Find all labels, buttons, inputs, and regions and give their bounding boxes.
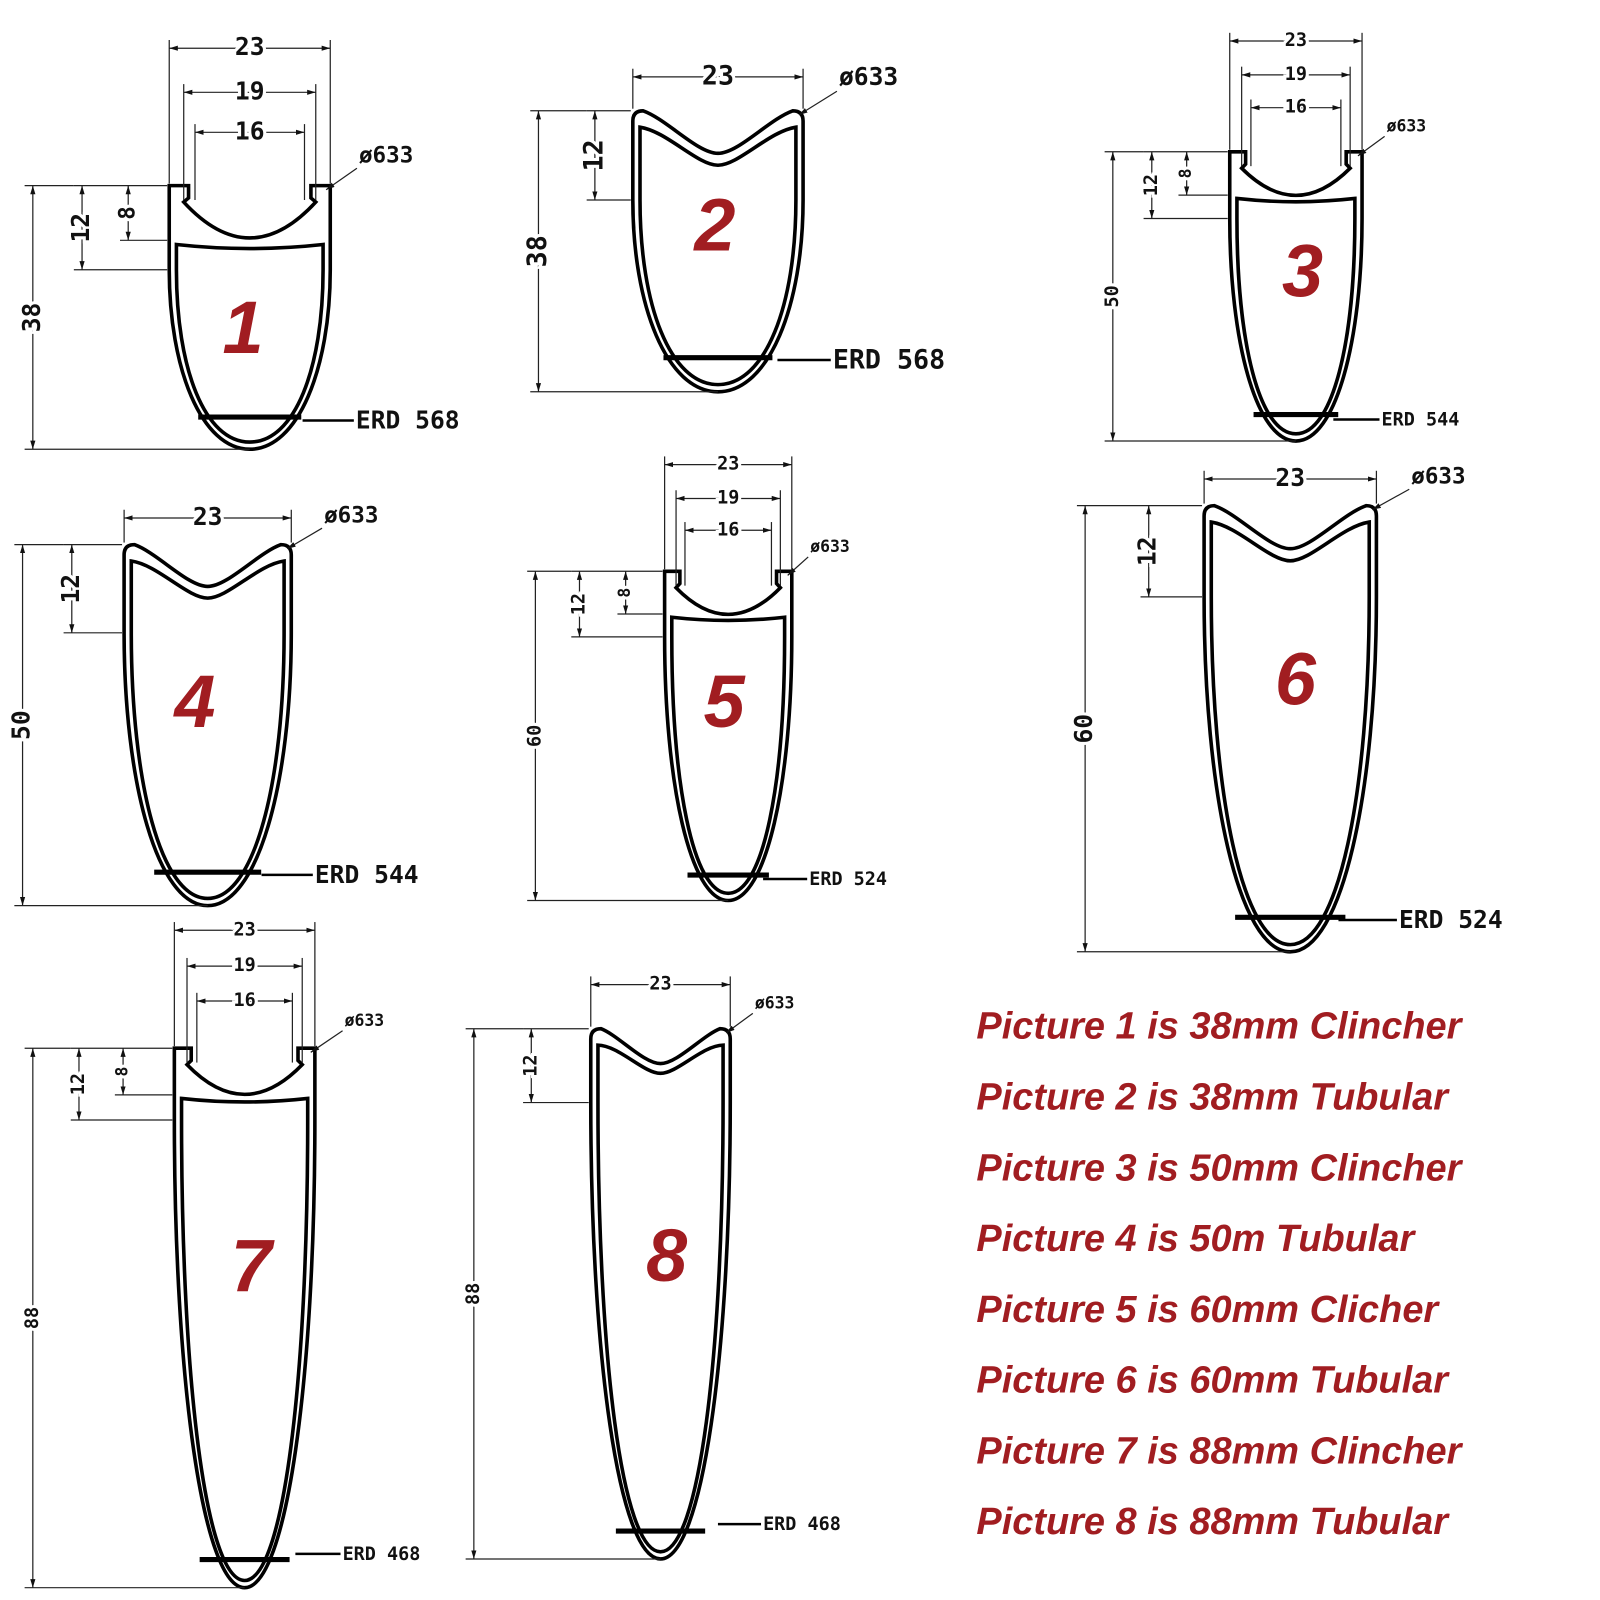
rim-number: 8 xyxy=(646,1214,687,1297)
erd-label: ERD 468 xyxy=(343,1544,421,1565)
dimension-label: 12 xyxy=(68,1073,89,1095)
rim-inner-outline xyxy=(179,1096,310,1583)
rim-outline xyxy=(1227,150,1364,443)
dimension-label: 16 xyxy=(233,990,255,1011)
leader-line xyxy=(286,527,323,550)
diameter-label: ø633 xyxy=(1411,463,1465,489)
leader-line xyxy=(787,556,809,576)
dimension-label: 23 xyxy=(1275,463,1305,492)
caption: Picture 2 is 38mm Tubular xyxy=(976,1077,1450,1119)
erd-label: ERD 524 xyxy=(1399,905,1503,934)
diameter-label: ø633 xyxy=(324,502,378,528)
dimension-label: 12 xyxy=(578,139,609,171)
rim-inner-outline xyxy=(174,242,325,444)
leader-line xyxy=(1372,488,1410,511)
dimension-label: 12 xyxy=(56,574,85,604)
rim-inner-outline xyxy=(638,125,798,387)
caption: Picture 1 is 38mm Clincher xyxy=(976,1006,1463,1048)
dimension-label: 38 xyxy=(522,235,553,267)
dimension-label: 38 xyxy=(17,303,46,333)
rim-outline xyxy=(172,1046,317,1590)
rim-number: 2 xyxy=(692,183,735,266)
erd-label: ERD 524 xyxy=(809,869,887,890)
dimension-label: 12 xyxy=(1133,536,1162,566)
dimension-label: 50 xyxy=(1102,285,1123,307)
dimension-label: 88 xyxy=(463,1283,484,1305)
rim-number: 4 xyxy=(172,660,215,743)
dimension-label: 60 xyxy=(524,725,545,747)
rim-number: 3 xyxy=(1282,229,1323,312)
erd-label: ERD 468 xyxy=(763,1514,841,1535)
rim-outline xyxy=(1202,503,1379,954)
dimension-label: 23 xyxy=(649,974,671,995)
rim-outline xyxy=(588,1026,733,1561)
diameter-label: ø633 xyxy=(755,994,795,1013)
dimension-label: 19 xyxy=(1285,64,1307,85)
rim-inner-outline xyxy=(1235,196,1357,436)
leader-line xyxy=(325,167,358,191)
dimension-label: 16 xyxy=(1285,97,1307,118)
dimension-label: 23 xyxy=(717,454,739,475)
rim-number: 7 xyxy=(231,1224,275,1307)
diameter-label: ø633 xyxy=(810,537,850,556)
dimension-label: 23 xyxy=(702,60,734,91)
dimension-label: 8 xyxy=(1176,169,1195,179)
erd-label: ERD 544 xyxy=(1382,410,1460,431)
rim-outline xyxy=(631,108,805,394)
caption: Picture 4 is 50m Tubular xyxy=(976,1218,1416,1260)
dimension-label: 23 xyxy=(235,32,265,61)
rim-inner-outline xyxy=(669,615,787,896)
caption: Picture 3 is 50mm Clincher xyxy=(976,1147,1463,1189)
rim-outline xyxy=(662,569,794,903)
diameter-label: ø633 xyxy=(1387,117,1427,136)
erd-label: ERD 544 xyxy=(315,860,419,889)
rim-outline xyxy=(167,183,333,452)
rim-outline xyxy=(122,542,294,908)
erd-label: ERD 568 xyxy=(833,345,945,376)
dimension-label: 8 xyxy=(115,206,141,220)
dimension-label: 50 xyxy=(7,710,36,740)
rim-inner-outline xyxy=(129,558,286,901)
diameter-label: ø633 xyxy=(345,1011,385,1030)
diameter-label: ø633 xyxy=(359,142,413,168)
dimension-label: 16 xyxy=(717,519,739,540)
rim-inner-outline xyxy=(1209,519,1372,947)
dimension-label: 12 xyxy=(520,1055,541,1077)
leader-line xyxy=(725,1012,754,1034)
dimension-label: 8 xyxy=(113,1067,132,1077)
caption: Picture 8 is 88mm Tubular xyxy=(976,1501,1450,1543)
dimension-label: 60 xyxy=(1069,714,1098,744)
dimension-label: 23 xyxy=(1285,30,1307,51)
rim-number: 6 xyxy=(1275,638,1317,721)
leader-line xyxy=(310,1030,343,1053)
leader-line xyxy=(1357,135,1385,157)
diameter-label: ø633 xyxy=(839,62,898,91)
caption: Picture 6 is 60mm Tubular xyxy=(976,1360,1450,1402)
leader-line xyxy=(798,90,838,116)
dimension-label: 23 xyxy=(233,919,255,940)
dimension-label: 19 xyxy=(235,76,265,105)
dimension-label: 12 xyxy=(66,213,95,243)
erd-label: ERD 568 xyxy=(356,406,460,435)
caption: Picture 5 is 60mm Clicher xyxy=(976,1289,1440,1331)
dimension-label: 88 xyxy=(22,1307,43,1329)
dimension-label: 19 xyxy=(717,487,739,508)
caption: Picture 7 is 88mm Clincher xyxy=(976,1430,1463,1472)
dimension-label: 23 xyxy=(193,502,223,531)
dimension-label: 19 xyxy=(233,955,255,976)
dimension-label: 16 xyxy=(235,116,265,145)
dimension-label: 8 xyxy=(615,588,634,598)
rim-number: 5 xyxy=(704,660,746,743)
dimension-label: 12 xyxy=(568,593,589,615)
rim-inner-outline xyxy=(596,1043,725,1554)
rim-number: 1 xyxy=(223,286,264,369)
dimension-label: 12 xyxy=(1141,174,1162,196)
